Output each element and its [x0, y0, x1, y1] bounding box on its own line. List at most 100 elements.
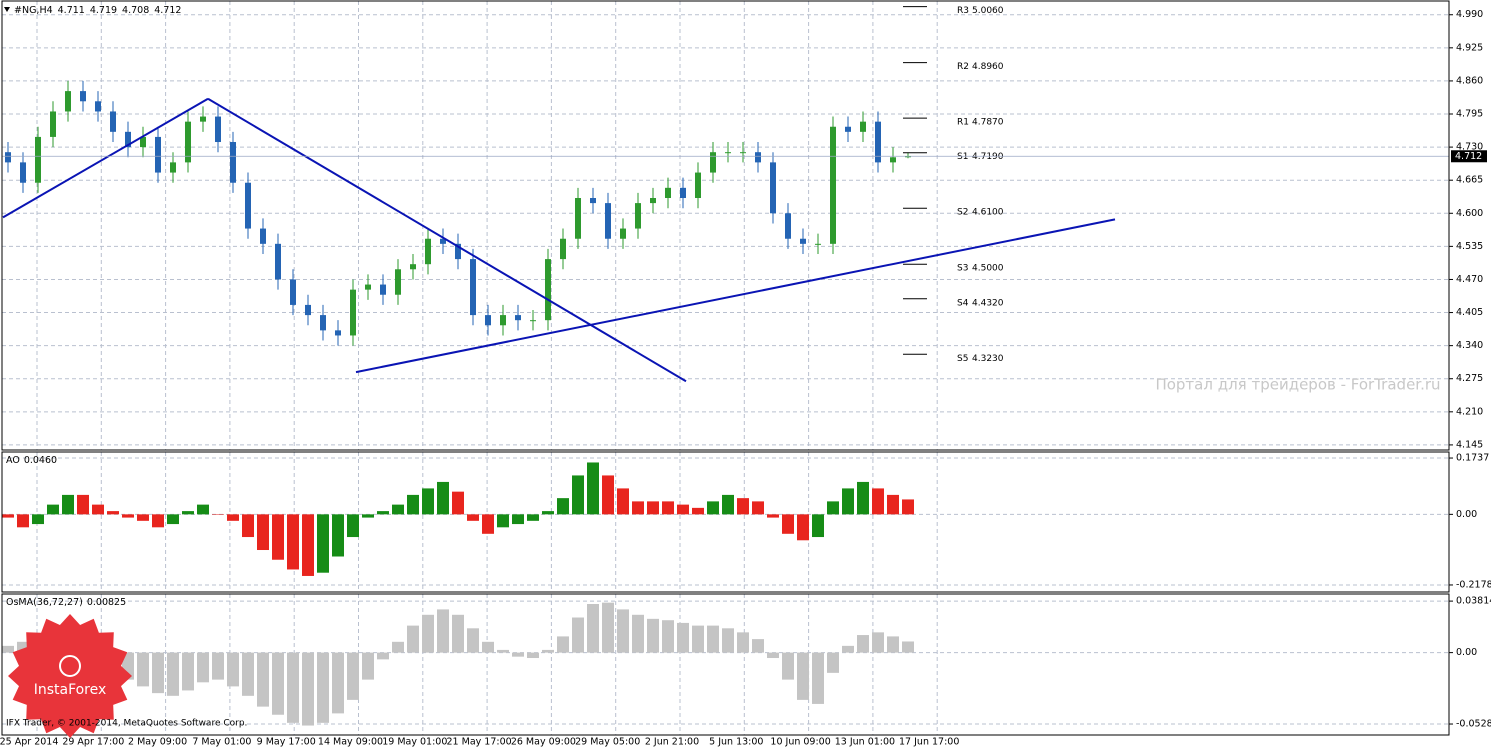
histogram-bar: [617, 488, 629, 515]
histogram-bar: [437, 481, 449, 515]
candle-body: [50, 111, 56, 137]
pivot-name: S2: [957, 208, 968, 218]
candle-body: [350, 289, 356, 336]
candle-body: [680, 187, 686, 199]
logo-text: InstaForex: [34, 682, 107, 698]
candle-body: [110, 111, 116, 132]
x-tick-label: 9 May 17:00: [257, 737, 316, 748]
histogram-bar: [662, 620, 674, 653]
candle-body: [785, 213, 791, 239]
histogram-bar: [587, 462, 599, 515]
indicator-label: AO 0.0460: [6, 455, 57, 466]
header-close: 4.712: [154, 5, 181, 16]
histogram-bar: [2, 645, 14, 653]
histogram-bar: [527, 514, 539, 521]
histogram-bar: [887, 636, 899, 653]
histogram-bar: [647, 501, 659, 515]
x-tick-label: 5 Jun 13:00: [709, 737, 763, 748]
histogram-bar: [647, 618, 659, 653]
pivot-value: 4.4320: [972, 298, 1004, 308]
histogram-bar: [497, 649, 509, 653]
histogram-bar: [242, 514, 254, 538]
histogram-bar: [902, 499, 914, 515]
candle-body: [905, 156, 911, 158]
histogram-bar: [392, 504, 404, 515]
histogram-bar: [212, 514, 224, 515]
candle-body: [740, 152, 746, 154]
header-low: 4.708: [122, 5, 149, 16]
y-tick-label: 4.340: [1456, 340, 1483, 351]
trendline: [355, 218, 1116, 374]
candle-body: [890, 157, 896, 163]
histogram-bar: [332, 652, 344, 714]
histogram-bar: [557, 498, 569, 515]
y-tick-label: 4.535: [1456, 241, 1483, 252]
candle-body: [710, 152, 716, 173]
candle-body: [260, 228, 266, 244]
candle-body: [425, 238, 431, 265]
histogram-bar: [887, 494, 899, 515]
histogram-bar: [347, 652, 359, 700]
y-tick-label: 4.925: [1456, 42, 1483, 53]
x-tick-label: 17 Jun 17:00: [899, 737, 959, 748]
histogram-bar: [587, 603, 599, 653]
histogram-bar: [392, 641, 404, 653]
histogram-bar: [362, 514, 374, 518]
pivot-value: 4.5000: [972, 264, 1004, 274]
panel-frame: [1, 593, 1450, 736]
x-tick-label: 2 Jun 21:00: [645, 737, 699, 748]
histogram-bar: [542, 649, 554, 653]
histogram-bar: [302, 514, 314, 576]
candle-body: [335, 330, 341, 336]
histogram-bar: [452, 491, 464, 515]
candle-body: [770, 162, 776, 214]
candle-body: [875, 121, 881, 163]
histogram-bar: [272, 652, 284, 715]
histogram-bar: [17, 514, 29, 528]
histogram-bar: [752, 501, 764, 515]
histogram-bar: [227, 652, 239, 687]
indicator-value: 0.0460: [24, 455, 57, 466]
y-tick-label: 4.730: [1456, 142, 1483, 153]
symbol: #NG,H4: [14, 5, 53, 16]
histogram-bar: [257, 652, 269, 707]
histogram-bar: [422, 614, 434, 653]
x-tick-label: 29 May 05:00: [575, 737, 640, 748]
candle-body: [410, 264, 416, 270]
histogram-bar: [857, 481, 869, 515]
y-tick-label: -0.05287: [1456, 719, 1491, 730]
watermark: Портал для трейдеров - ForTrader.ru: [1155, 376, 1440, 394]
price-tag: [1451, 150, 1487, 163]
histogram-bar: [692, 507, 704, 515]
histogram-bar: [152, 652, 164, 694]
pivot-name: R3: [957, 6, 969, 16]
histogram-bar: [557, 636, 569, 653]
candle-body: [470, 259, 476, 316]
logo: InstaForex: [8, 614, 132, 738]
histogram-bar: [722, 628, 734, 653]
y-tick-label: 4.600: [1456, 208, 1483, 219]
histogram-bar: [827, 652, 839, 673]
pivot-name: S5: [957, 354, 968, 364]
candle-body: [305, 304, 311, 316]
histogram-bar: [677, 622, 689, 653]
x-tick-label: 29 Apr 17:00: [62, 737, 124, 748]
y-tick-label: 0.00: [1456, 647, 1477, 658]
x-tick-label: 14 May 09:00: [318, 737, 383, 748]
candle-body: [455, 243, 461, 260]
candle-body: [860, 121, 866, 132]
histogram-bar: [617, 609, 629, 653]
histogram-bar: [872, 632, 884, 653]
histogram-bar: [182, 652, 194, 691]
histogram-bar: [872, 488, 884, 515]
x-tick-label: 26 May 09:00: [511, 737, 576, 748]
histogram-bar: [602, 602, 614, 653]
y-tick-label: 4.990: [1456, 9, 1483, 20]
indicator-value: 0.00825: [87, 597, 126, 608]
candle-body: [545, 259, 551, 321]
histogram-bar: [662, 501, 674, 515]
histogram-bar: [287, 652, 299, 723]
histogram-bar: [767, 652, 779, 659]
candle-body: [140, 136, 146, 148]
histogram-bar: [17, 641, 29, 653]
